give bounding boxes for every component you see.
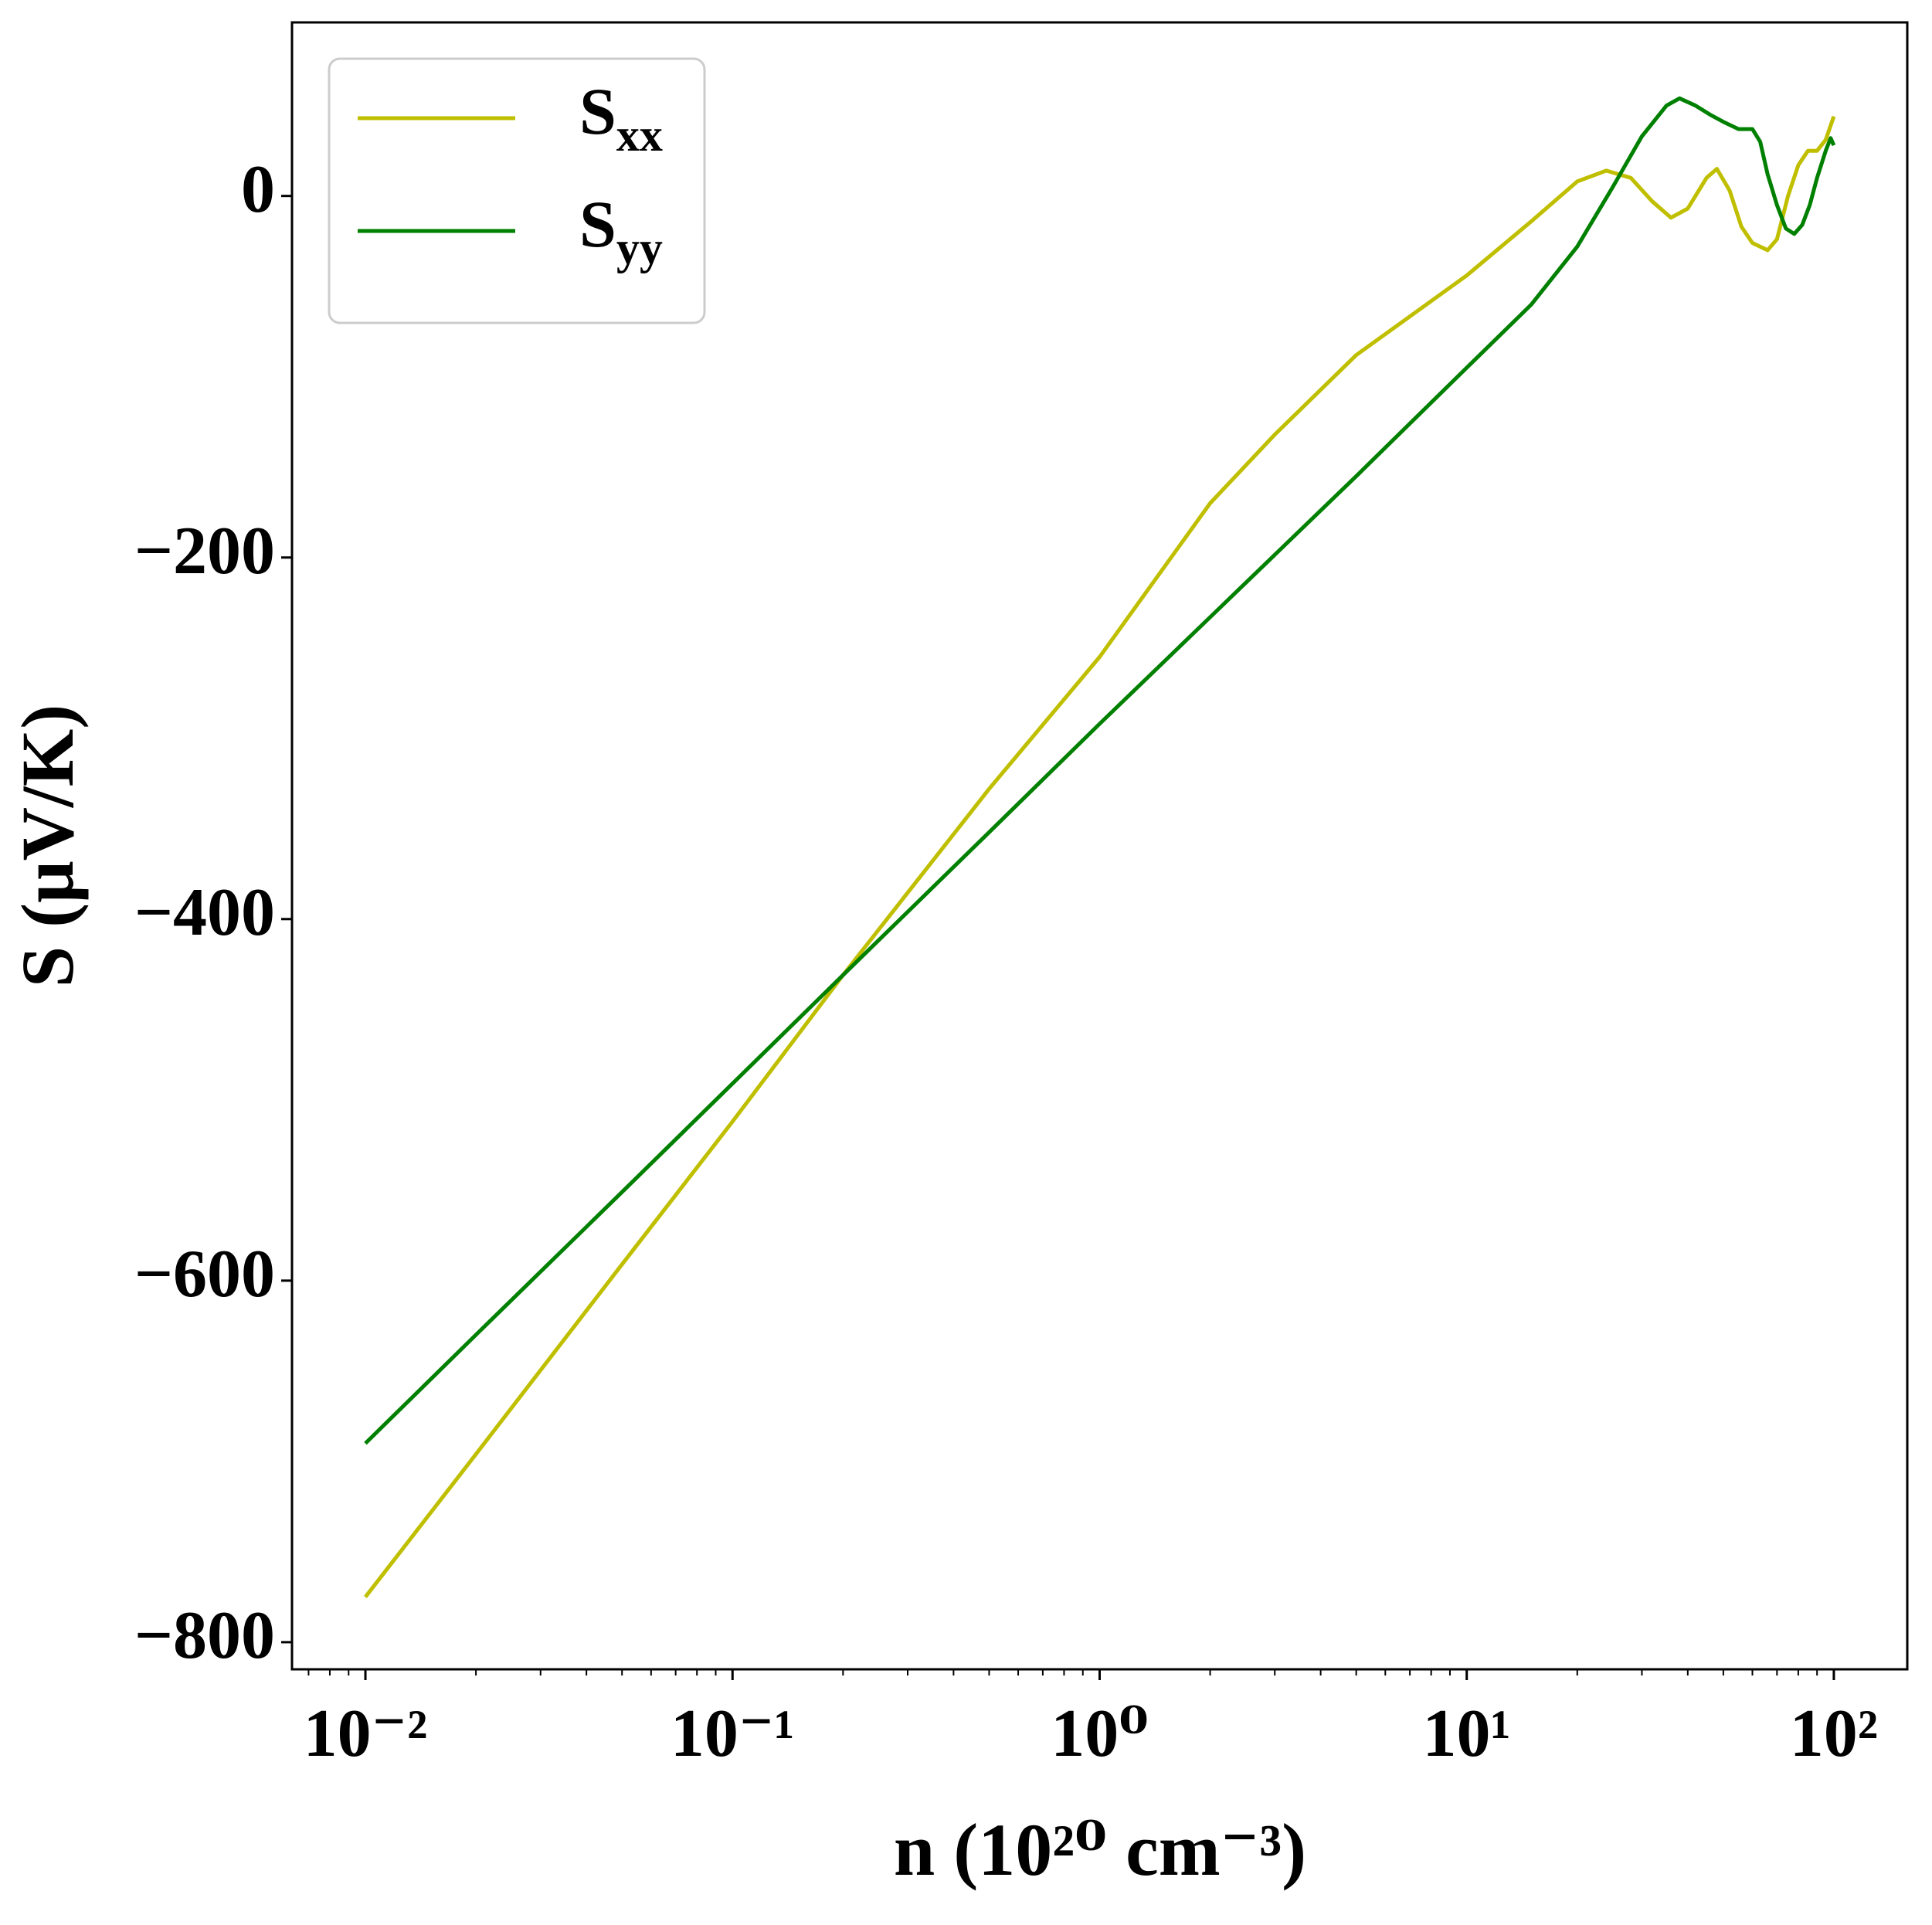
y-axis-label: S (μV/K) [6,704,89,987]
y-tick-label: −400 [134,875,275,950]
legend: Sxx Syy [328,57,706,324]
data-line [364,96,1836,1445]
x-tick-label: 10⁻² [304,1696,428,1771]
legend-label: Sxx [579,74,663,161]
y-tick-label: −200 [134,514,275,589]
x-tick-label: 10⁻¹ [671,1696,795,1771]
y-tick-label: 0 [241,152,275,227]
x-axis-label: n (10²⁰ cm⁻³) [894,1808,1306,1891]
legend-box [328,57,706,324]
legend-label: Syy [579,187,663,273]
x-tick-label: 10⁰ [1051,1696,1149,1771]
x-tick-label: 10² [1790,1696,1878,1771]
data-line [364,115,1836,1598]
y-tick-label: −600 [134,1237,275,1312]
x-tick-label: 10¹ [1423,1696,1511,1771]
y-tick-label: −800 [134,1598,275,1673]
